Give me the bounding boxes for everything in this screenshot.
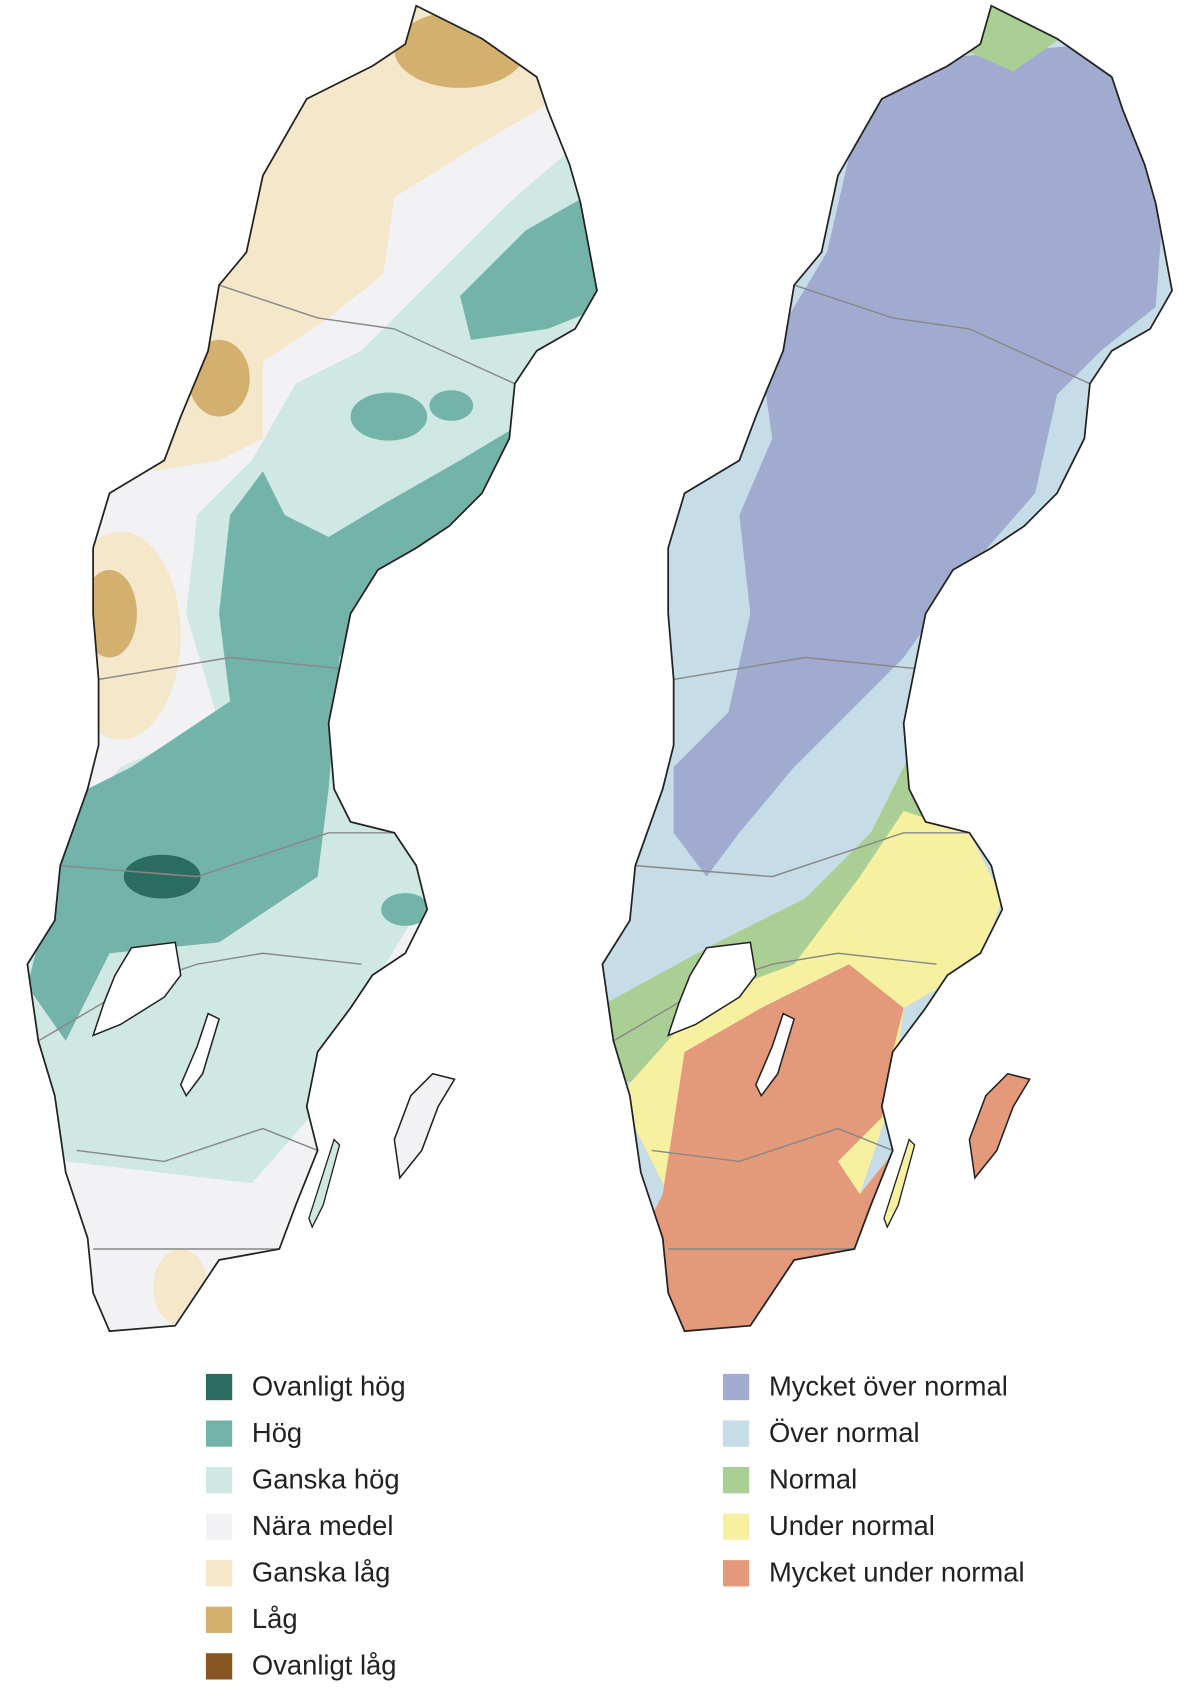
legend-label: Hög [252,1417,302,1448]
zone [317,441,366,512]
zone [394,11,526,88]
legend-swatch [205,1653,233,1680]
legend-swatch [205,1420,233,1447]
legend-swatch [722,1420,750,1447]
zone [82,569,137,658]
legend-swatch [722,1467,750,1494]
zone [350,392,428,441]
legend-label: Mycket under normal [769,1557,1025,1588]
legend-label: Över normal [769,1417,920,1448]
border [613,952,937,1042]
legend-swatch [205,1373,233,1401]
legend-label: Ganska låg [252,1557,390,1588]
border [218,284,516,385]
border [60,832,395,878]
legend-label: Ovanligt låg [252,1650,397,1681]
map-left [26,4,598,1333]
zone [123,854,201,899]
legends: Ovanligt hög Hög Ganska hög Nära medel Gansk… [205,1370,1025,1681]
legend-label: Ganska hög [252,1463,400,1494]
zone [429,390,474,421]
border [651,1127,893,1163]
border [793,284,1091,385]
zone [381,893,430,926]
legend-swatch [722,1373,750,1401]
island [968,1072,1031,1180]
border [37,952,362,1042]
legend-swatch [205,1606,233,1633]
legend-label: Mycket över normal [769,1370,1008,1401]
legend-swatch [205,1467,233,1494]
lake [754,1012,796,1098]
legend-swatch [205,1560,233,1587]
legend-label: Ovanligt hög [252,1370,406,1401]
border [635,832,970,878]
legend-label: Nära medel [252,1510,393,1541]
map-right [601,4,1173,1333]
legend-swatch [205,1513,233,1540]
legend-swatch [722,1560,750,1587]
border [98,656,340,681]
island [883,1138,916,1229]
border [76,1127,318,1163]
legend-label: Normal [769,1463,857,1494]
legend-label: Låg [252,1603,298,1634]
zone [460,186,597,340]
lake [666,941,757,1037]
lake [91,941,182,1037]
legend-label: Under normal [769,1510,935,1541]
legend-swatch [722,1513,750,1540]
lake [179,1012,220,1098]
border [673,656,915,681]
zone [673,44,1167,877]
island [308,1138,341,1229]
zone [963,5,1068,72]
island [393,1072,456,1180]
